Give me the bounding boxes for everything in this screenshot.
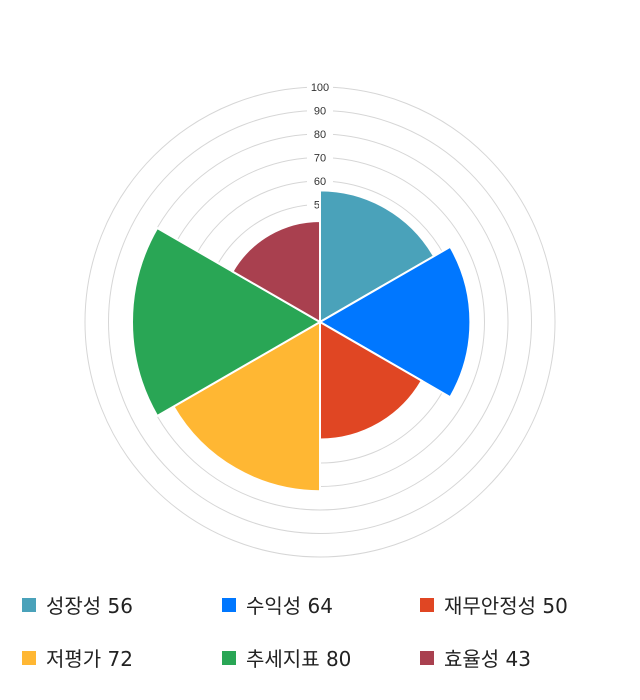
legend-item-profitability: 수익성 64 <box>222 590 333 619</box>
legend-swatch <box>222 650 236 665</box>
legend-swatch <box>22 650 36 665</box>
legend-swatch <box>420 597 434 612</box>
legend-item-undervalued: 저평가 72 <box>22 643 133 672</box>
legend-swatch <box>222 597 236 612</box>
tick-label-bg <box>307 103 333 117</box>
tick-label: 70 <box>314 153 326 165</box>
tick-label-bg <box>307 80 333 93</box>
legend-label: 수익성 64 <box>246 594 334 618</box>
tick-label: 90 <box>314 106 326 118</box>
sector-2 <box>319 320 424 441</box>
polar-area-chart: 5060708090100 <box>84 80 556 558</box>
tick-label: 60 <box>314 176 326 188</box>
tick-label-bg <box>307 127 333 140</box>
sector-3 <box>172 320 321 493</box>
sector-1 <box>318 245 472 399</box>
sector-5 <box>231 219 321 324</box>
legend-label: 성장성 56 <box>46 594 134 618</box>
tick-label: 100 <box>311 82 329 94</box>
legend-swatch <box>420 650 434 665</box>
tick-label-bg <box>307 174 333 187</box>
legend-label: 추세지표 80 <box>246 647 352 671</box>
sector-4 <box>131 226 323 418</box>
legend-item-trend: 추세지표 80 <box>222 643 351 672</box>
sector-0 <box>319 189 436 324</box>
tick-label-bg <box>307 150 333 164</box>
legend-label: 저평가 72 <box>46 647 134 671</box>
tick-label: 80 <box>314 129 326 141</box>
legend-label: 재무안정성 50 <box>444 594 568 618</box>
legend-item-efficiency: 효율성 43 <box>420 643 531 672</box>
legend-label: 효율성 43 <box>444 647 532 671</box>
legend-item-growth: 성장성 56 <box>22 590 133 619</box>
legend-swatch <box>22 597 36 612</box>
legend-item-stability: 재무안정성 50 <box>420 590 568 619</box>
